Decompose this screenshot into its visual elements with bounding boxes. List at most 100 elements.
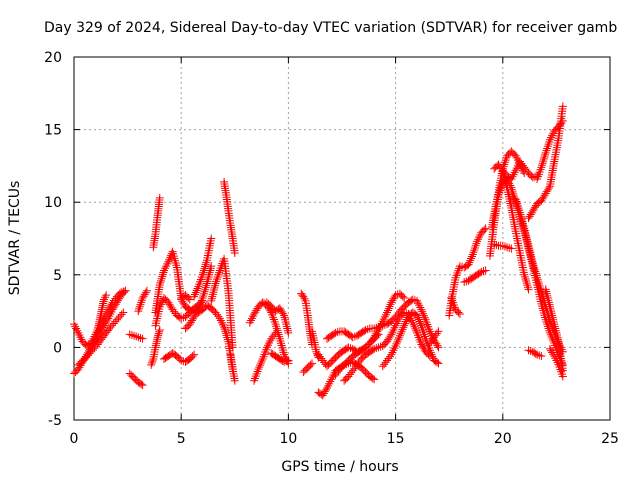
data-point: [209, 286, 218, 295]
data-point: [532, 271, 541, 280]
data-point: [210, 281, 219, 290]
data-point: [307, 359, 316, 368]
data-point: [417, 305, 426, 314]
data-point: [102, 291, 111, 300]
data-point: [230, 249, 239, 258]
data-point: [177, 295, 186, 304]
data-point: [127, 331, 136, 340]
data-point: [105, 303, 114, 312]
data-point: [531, 269, 540, 278]
data-point: [275, 334, 284, 343]
data-point: [510, 194, 519, 203]
data-point: [114, 313, 123, 322]
data-point: [79, 356, 88, 365]
data-point: [432, 339, 441, 348]
data-point: [384, 304, 393, 313]
data-point: [538, 290, 547, 299]
data-point: [276, 306, 285, 315]
data-point: [541, 150, 550, 159]
axis-ticks: 0 5 10 15 20 25 -5 0 5 10 15 20: [44, 50, 619, 447]
data-point: [251, 308, 260, 317]
data-point: [154, 331, 163, 340]
data-point: [164, 257, 173, 266]
series-arc40: [498, 167, 533, 294]
data-point: [498, 241, 507, 250]
data-point: [277, 307, 286, 316]
data-point: [255, 363, 264, 372]
series-arc14: [190, 234, 216, 301]
data-point: [538, 161, 547, 170]
data-point: [155, 193, 164, 202]
data-point: [344, 343, 353, 352]
series-arc28: [331, 289, 409, 379]
data-point: [481, 266, 490, 275]
data-point: [470, 246, 479, 255]
data-point: [410, 322, 419, 331]
series-arc5: [125, 330, 147, 343]
data-point: [374, 343, 383, 352]
data-point: [214, 312, 223, 321]
series-arc34: [447, 294, 464, 319]
data-point: [138, 294, 147, 303]
data-point: [540, 152, 549, 161]
data-point: [250, 310, 259, 319]
data-point: [433, 329, 442, 338]
data-points: [70, 102, 567, 400]
data-point: [157, 274, 166, 283]
data-point: [179, 299, 188, 308]
data-point: [370, 344, 379, 353]
data-point: [111, 317, 120, 326]
data-point: [159, 268, 168, 277]
chart-title: Day 329 of 2024, Sidereal Day-to-day VTE…: [44, 20, 617, 36]
data-point: [385, 333, 394, 342]
data-point: [492, 241, 501, 250]
data-point: [558, 116, 567, 125]
data-point: [277, 341, 286, 350]
data-point: [284, 328, 293, 337]
data-point: [221, 329, 230, 338]
data-point: [190, 292, 199, 301]
data-point: [537, 288, 546, 297]
data-point: [401, 319, 410, 328]
data-point: [388, 296, 397, 305]
data-point: [165, 255, 174, 264]
data-point: [202, 281, 211, 290]
data-point: [524, 214, 533, 223]
data-point: [541, 148, 550, 157]
data-point: [187, 316, 196, 325]
data-point: [119, 287, 128, 296]
data-point: [391, 341, 400, 350]
data-point: [132, 332, 141, 341]
data-point: [166, 302, 175, 311]
data-point: [320, 387, 329, 396]
series-arc24: [299, 359, 316, 377]
data-point: [282, 322, 291, 331]
data-point: [256, 361, 265, 370]
data-point: [373, 327, 382, 336]
data-point: [139, 292, 148, 301]
data-point: [371, 331, 380, 340]
data-point: [208, 292, 217, 301]
data-point: [531, 267, 540, 276]
series-arc4: [91, 291, 111, 343]
data-point: [433, 341, 442, 350]
data-point: [117, 310, 126, 319]
series-arc43: [524, 102, 567, 223]
series-arc17: [220, 177, 239, 258]
data-point: [538, 159, 547, 168]
y-axis-label: SDTVAR / TECUs: [7, 181, 23, 296]
data-point: [539, 155, 548, 164]
data-point: [148, 356, 157, 365]
data-point: [370, 324, 379, 333]
data-point: [409, 320, 418, 329]
data-point: [537, 163, 546, 172]
series-arc3: [74, 308, 128, 369]
data-point: [542, 146, 551, 155]
series-arc44: [533, 116, 567, 183]
data-point: [536, 284, 545, 293]
data-point: [434, 359, 443, 368]
data-point: [467, 254, 476, 263]
x-tick-label: 5: [177, 431, 186, 447]
series-arc33: [445, 224, 490, 320]
data-point: [460, 278, 469, 287]
